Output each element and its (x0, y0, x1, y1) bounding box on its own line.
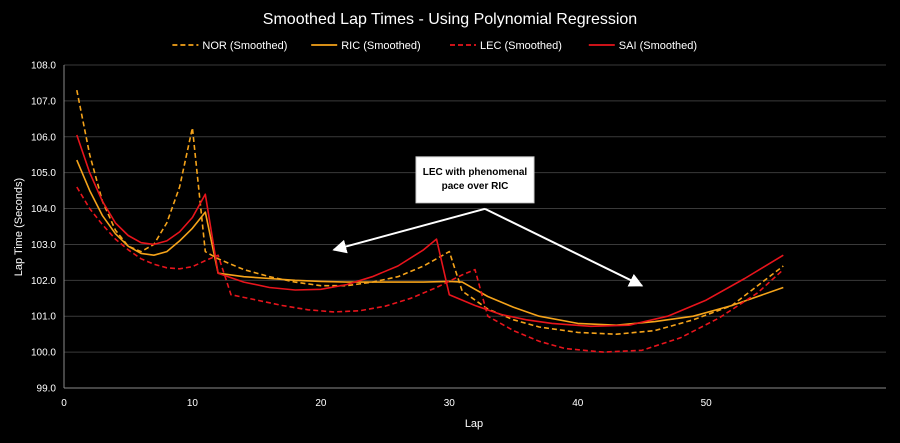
series-line-lec (76, 186, 784, 353)
legend-item-sai: SAI (Smoothed) (588, 40, 697, 52)
annotation-text: pace over RIC (442, 181, 509, 192)
y-tick-label: 100.0 (31, 348, 56, 359)
series-line-nor (76, 89, 784, 336)
annotation-layer: LEC with phenomenal pace over RIC (332, 156, 644, 287)
legend-label: LEC (Smoothed) (480, 40, 562, 52)
y-tick-label: 107.0 (31, 96, 56, 107)
y-tick-label: 106.0 (31, 132, 56, 143)
x-tick-label: 50 (701, 398, 713, 409)
y-axis-label: Lap Time (Seconds) (13, 178, 25, 276)
legend-item-lec: LEC (Smoothed) (450, 40, 562, 52)
annotation-box (415, 156, 535, 204)
legend-item-ric: RIC (Smoothed) (311, 40, 421, 52)
y-tick-label: 102.0 (31, 276, 56, 287)
x-axis-label: Lap (465, 418, 483, 430)
legend-label: RIC (Smoothed) (341, 40, 420, 52)
x-tick-label: 40 (572, 398, 584, 409)
x-tick-label: 20 (315, 398, 327, 409)
annotation-arrow (332, 207, 486, 254)
chart-title: Smoothed Lap Times - Using Polynomial Re… (263, 11, 637, 28)
legend-label: NOR (Smoothed) (202, 40, 287, 52)
y-tick-label: 105.0 (31, 168, 56, 179)
chart-legend: NOR (Smoothed) RIC (Smoothed) LEC (Smoothe… (172, 40, 697, 52)
legend-label: SAI (Smoothed) (619, 40, 697, 52)
x-tick-label: 0 (61, 398, 67, 409)
annotation-text: LEC with phenomenal (423, 167, 528, 178)
grid-layer (64, 64, 886, 389)
y-tick-label: 103.0 (31, 240, 56, 251)
y-tick-label: 99.0 (37, 384, 57, 395)
y-tick-label: 108.0 (31, 61, 56, 72)
y-tick-label: 101.0 (31, 312, 56, 323)
axis-layer: 99.0 100.0 101.0 102.0 103.0 104.0 105.0 106.0 1… (31, 61, 886, 409)
series-line-sai (76, 134, 784, 328)
y-tick-label: 104.0 (31, 204, 56, 215)
legend-item-nor: NOR (Smoothed) (172, 40, 287, 52)
x-tick-label: 30 (444, 398, 456, 409)
series-layer (76, 89, 784, 353)
series-line-ric (76, 159, 784, 327)
x-tick-label: 10 (187, 398, 199, 409)
annotation-arrow (484, 207, 644, 287)
